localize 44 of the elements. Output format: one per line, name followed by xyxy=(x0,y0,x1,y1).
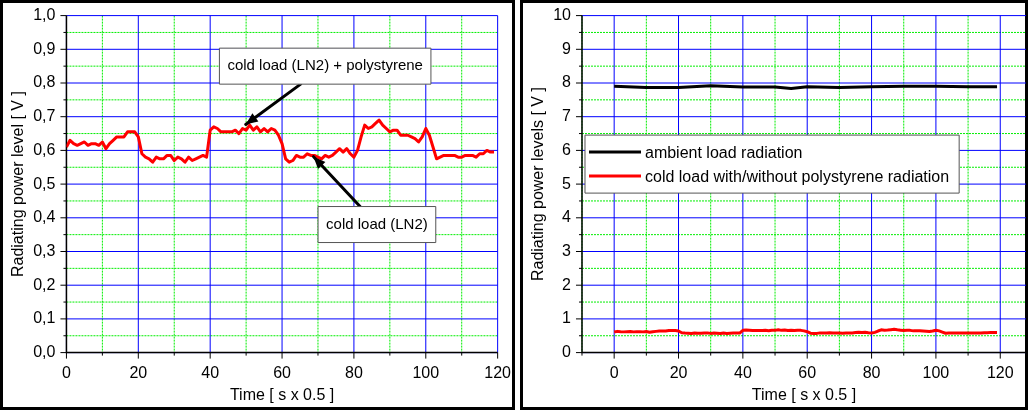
x-tick-label: 100 xyxy=(923,363,950,381)
y-axis-title: Radiating power level [ V ] xyxy=(9,91,27,278)
x-tick-label: 80 xyxy=(863,363,882,381)
annotation: cold load (LN2) + polystyrene xyxy=(227,56,423,74)
y-tick-label: 0,3 xyxy=(33,241,56,259)
y-tick-label: 10 xyxy=(553,6,572,24)
x-tick-label: 0 xyxy=(61,363,71,381)
x-tick-label: 40 xyxy=(734,363,753,381)
y-tick-label: 0,2 xyxy=(33,275,56,293)
y-tick-label: 8 xyxy=(562,73,572,91)
y-tick-label: 0 xyxy=(562,343,572,361)
y-axis-title: Radiating power levels [ V ] xyxy=(529,87,547,282)
x-tick-label: 120 xyxy=(987,363,1015,381)
x-axis-title: Time [ s x 0.5 ] xyxy=(229,385,335,403)
y-tick-label: 1,0 xyxy=(33,6,56,24)
x-tick-label: 20 xyxy=(670,363,688,381)
y-tick-label: 1 xyxy=(562,309,572,327)
x-tick-label: 40 xyxy=(201,363,220,381)
x-tick-label: 60 xyxy=(798,363,817,381)
y-tick-label: 0,7 xyxy=(33,107,56,125)
legend-label: cold load with/without polystyrene radiation xyxy=(645,167,950,185)
y-tick-label: 0,8 xyxy=(33,73,56,91)
legend-label: ambient load radiation xyxy=(645,143,803,161)
x-tick-label: 20 xyxy=(129,363,148,381)
y-tick-label: 6 xyxy=(562,140,572,158)
x-tick-label: 60 xyxy=(273,363,292,381)
y-tick-label: 7 xyxy=(562,107,572,125)
x-tick-label: 120 xyxy=(484,363,512,381)
y-tick-label: 0,6 xyxy=(33,140,56,158)
y-tick-label: 0,4 xyxy=(33,208,56,226)
y-tick-label: 5 xyxy=(562,174,572,192)
y-tick-label: 3 xyxy=(562,241,572,259)
y-tick-label: 2 xyxy=(562,275,572,293)
x-tick-label: 0 xyxy=(610,363,620,381)
x-tick-label: 100 xyxy=(412,363,440,381)
y-tick-label: 0,9 xyxy=(33,39,56,57)
y-tick-label: 9 xyxy=(562,39,572,57)
y-tick-label: 0,5 xyxy=(33,174,56,192)
annotation: cold load (LN2) xyxy=(326,214,428,232)
y-tick-label: 0,0 xyxy=(33,343,56,361)
y-tick-label: 4 xyxy=(562,208,572,226)
x-axis-title: Time [ s x 0.5 ] xyxy=(752,385,857,403)
x-tick-label: 80 xyxy=(345,363,363,381)
y-tick-label: 0,1 xyxy=(33,309,56,327)
